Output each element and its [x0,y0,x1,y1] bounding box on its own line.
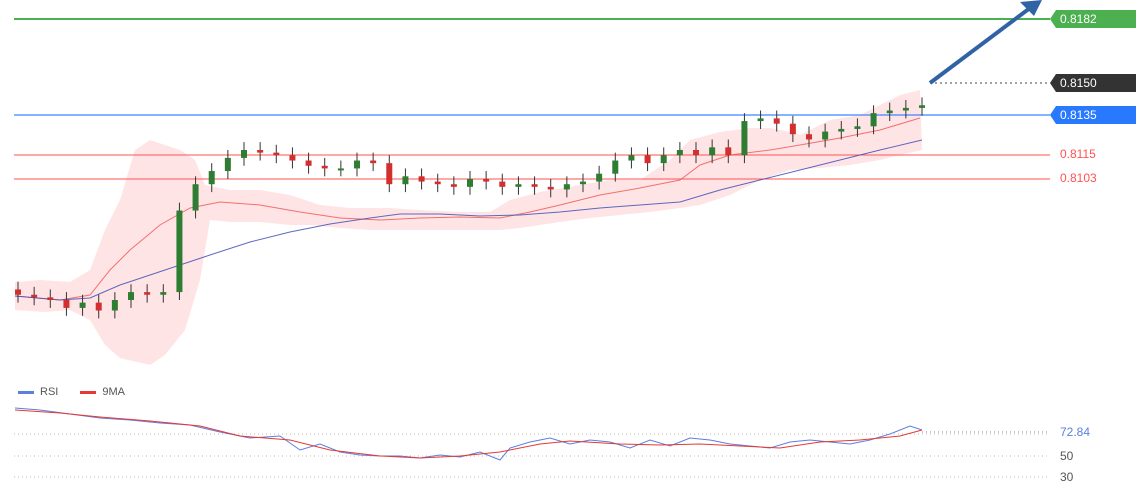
candle-body [128,292,134,300]
candle-body [111,300,118,311]
candle-body [337,168,344,171]
candle-body [483,178,490,182]
candle-body [224,157,231,172]
candle-body [467,178,473,187]
candle-body [47,297,54,300]
price-label-red-2: 0.8103 [1060,171,1097,185]
candle-body [919,105,925,108]
ma-legend-label: 9MA [102,386,125,398]
candle-body [273,152,280,156]
rsi-level-30: 30 [1060,470,1074,484]
candle-body [370,160,377,164]
candle-body [838,128,845,132]
candle-body [418,176,425,182]
candle-body [660,155,667,164]
rsi-legend-label: RSI [40,386,59,398]
candle-body [709,147,716,156]
candle-body [547,186,554,190]
candle-body [386,163,393,185]
candle-body [79,302,86,308]
candle-body [515,184,522,187]
candle-body [402,176,409,185]
rsi-legend: RSI 9MA [18,386,125,398]
candle-body [31,294,38,298]
price-envelope [15,90,922,365]
candle-body [95,302,102,311]
ma-slow-line [14,139,923,301]
candle-body [241,150,247,158]
candle-body [854,126,861,129]
candle-body [806,134,812,140]
candlesticks [15,97,925,319]
candle-body [192,184,199,211]
candle-body [725,147,732,156]
candle-body [886,110,893,114]
candle-body [741,121,748,156]
rsi-ma-line [14,409,923,459]
candle-body [822,131,829,140]
candle-body [531,184,538,187]
candle-body [289,155,296,161]
price-tag-current: 0.8150 [1050,74,1136,92]
candle-body [612,160,619,174]
candle-body [693,150,699,156]
candle-body [902,107,909,111]
candle-body [757,118,764,122]
candle-body [450,184,457,187]
candle-body [773,118,780,124]
candle-body [676,150,683,156]
rsi-level-50: 50 [1060,449,1074,463]
candle-body [596,173,603,182]
candle-body [176,210,183,293]
candle-body [63,300,70,308]
candle-body [257,150,264,153]
candle-body [305,160,312,166]
price-tag-blue: 0.8135 [1050,106,1136,124]
candle-body [354,160,360,169]
candle-body [144,292,151,295]
rsi-legend-swatch [18,390,34,394]
candle-body [870,113,877,127]
ma-fast-line [14,117,921,301]
candle-body [499,181,506,187]
candle-body [321,165,328,169]
candle-body [644,155,651,164]
candle-body [208,171,215,185]
candle-body [160,292,167,295]
ma-legend-swatch [80,390,97,394]
candle-body [434,181,441,185]
candle-body [15,289,21,295]
candle-body [563,184,570,190]
rsi-line [14,407,923,461]
price-tag-target: 0.8182 [1050,10,1136,28]
rsi-current-value: 72.84 [1060,425,1091,439]
candle-body [789,123,796,135]
candle-body [628,155,635,161]
candle-body [580,181,586,185]
price-label-red-1: 0.8115 [1060,147,1096,161]
projection-arrowhead [1020,0,1042,16]
projection-arrow [928,6,1032,85]
